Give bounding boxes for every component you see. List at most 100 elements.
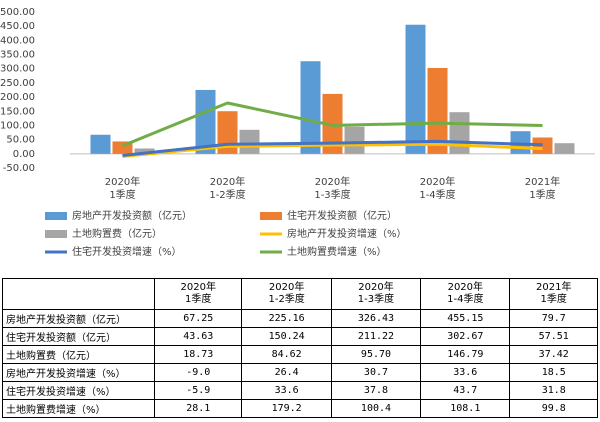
y-tick-label: 0.00 — [13, 149, 35, 160]
column-header-line: 1-4季度 — [447, 294, 484, 305]
table-cell: 95.70 — [330, 345, 422, 364]
column-header-line: 1-3季度 — [357, 294, 395, 305]
row-label: 土地购置费增速（%） — [2, 399, 155, 418]
table-cell: 57.51 — [509, 327, 598, 346]
table-cell: 99.8 — [509, 399, 598, 418]
x-tick-label: 2020年 — [105, 175, 140, 188]
table-cell: 37.8 — [330, 381, 422, 400]
column-header: 2020年 1-3季度 — [330, 278, 422, 310]
table-cell: 79.7 — [509, 309, 598, 328]
table-header: 2020年 1季度 2020年 1-2季度 2020年 1-3季度 2020年 1-4季度 20… — [2, 278, 598, 310]
table-cell: -5.9 — [153, 381, 243, 400]
legend-label: 土地购置费增速（%） — [287, 245, 387, 258]
column-header-line: 1季度 — [540, 294, 567, 305]
table-cell: 28.1 — [153, 399, 243, 418]
bar — [134, 148, 155, 154]
table-cell: 225.16 — [241, 309, 332, 328]
table-cell: 30.7 — [330, 363, 422, 382]
column-header-line: 2021年 — [536, 282, 572, 293]
legend-label: 房地产开发投资额（亿元） — [72, 209, 192, 222]
bar — [449, 112, 470, 154]
column-header: 2021年 1季度 — [509, 278, 598, 310]
bar — [239, 129, 260, 154]
line — [122, 142, 543, 158]
x-tick-label: 2020年 — [210, 175, 245, 188]
column-header: 2020年 1-2季度 — [241, 278, 332, 310]
table-cell: 18.5 — [509, 363, 598, 382]
table-cell: 26.4 — [241, 363, 332, 382]
table-cell: 18.73 — [153, 345, 243, 364]
table-cell: 146.79 — [420, 345, 511, 364]
legend-swatch — [45, 230, 67, 238]
table-cell: 84.62 — [241, 345, 332, 364]
column-header-line: 2020年 — [358, 282, 394, 293]
x-tick-label: 1季度 — [529, 188, 555, 201]
y-tick-label: 400.00 — [0, 35, 35, 46]
legend-swatch — [260, 212, 282, 220]
bar — [405, 24, 426, 154]
table-row: 住宅开发投资增速（%） -5.9 33.6 37.8 43.7 31.8 — [2, 381, 598, 400]
table-cell: 31.8 — [509, 381, 598, 400]
y-tick-label: 50.00 — [6, 135, 35, 146]
table-cell: 37.42 — [509, 345, 598, 364]
line — [121, 101, 543, 148]
table-row: 土地购置费增速（%） 28.1 179.2 100.4 108.1 99.8 — [2, 399, 598, 418]
table-cell: 455.15 — [420, 309, 511, 328]
legend-label: 住宅开发投资额（亿元） — [287, 209, 397, 222]
column-header-line: 1季度 — [185, 294, 212, 305]
y-tick-label: 450.00 — [0, 21, 35, 32]
table-cell: 150.24 — [241, 327, 332, 346]
table-row: 房地产开发投资额（亿元） 67.25 225.16 326.43 455.15 79.7 — [2, 309, 598, 328]
table-cell: 179.2 — [241, 399, 332, 418]
bar — [300, 61, 321, 154]
column-header-line: 1-2季度 — [268, 294, 305, 305]
y-tick-label: -50.00 — [3, 163, 35, 174]
table-cell: 33.6 — [420, 363, 511, 382]
x-tick-label: 1-3季度 — [314, 188, 350, 201]
bar — [344, 126, 365, 154]
y-tick-label: 250.00 — [0, 78, 35, 89]
table-cell: 43.63 — [153, 327, 243, 346]
corner-cell — [2, 278, 155, 310]
column-header-line: 2020年 — [447, 282, 484, 293]
y-tick-label: 300.00 — [0, 64, 35, 75]
legend-label: 住宅开发投资增速（%） — [72, 245, 182, 258]
table-cell: 33.6 — [241, 381, 332, 400]
x-tick-label: 2021年 — [525, 175, 560, 188]
table-cell: 211.22 — [330, 327, 422, 346]
y-tick-label: 500.00 — [0, 7, 35, 18]
chart: -50.00 0.00 50.00 100.00 150.00 200.00 250.00 3… — [0, 7, 595, 258]
row-label: 土地购置费（亿元） — [2, 345, 155, 364]
column-header: 2020年 1季度 — [153, 278, 243, 310]
y-tick-label: 200.00 — [0, 92, 35, 103]
x-tick-label: 1-4季度 — [419, 188, 455, 201]
x-tick-label: 1-2季度 — [209, 188, 245, 201]
column-header-line: 2020年 — [180, 282, 216, 293]
column-header: 2020年 1-4季度 — [420, 278, 511, 310]
table-cell: 100.4 — [330, 399, 422, 418]
bar — [554, 143, 575, 154]
bar — [427, 67, 448, 154]
table-cell: 326.43 — [330, 309, 422, 328]
table-cell: 108.1 — [420, 399, 511, 418]
y-tick-label: 150.00 — [0, 106, 35, 117]
legend-label: 房地产开发投资增速（%） — [287, 227, 407, 240]
x-tick-label: 1季度 — [109, 188, 135, 201]
table-cell: -9.0 — [153, 363, 243, 382]
table-cell: 67.25 — [153, 309, 243, 328]
y-tick-label: 350.00 — [0, 50, 35, 61]
legend-label: 土地购置费（亿元） — [72, 227, 162, 240]
x-tick-label: 2020年 — [315, 175, 350, 188]
table-row: 住宅开发投资额（亿元） 43.63 150.24 211.22 302.67 57.51 — [2, 327, 598, 346]
x-tick-label: 2020年 — [420, 175, 455, 188]
table-cell: 43.7 — [420, 381, 511, 400]
column-header-line: 2020年 — [268, 282, 305, 293]
bar — [195, 89, 216, 154]
row-label: 房地产开发投资增速（%） — [2, 363, 155, 382]
row-label: 房地产开发投资额（亿元） — [2, 309, 155, 328]
bar — [90, 134, 111, 154]
row-label: 住宅开发投资额（亿元） — [2, 327, 155, 346]
table-row: 房地产开发投资增速（%） -9.0 26.4 30.7 33.6 18.5 — [2, 363, 598, 382]
legend-swatch — [45, 212, 67, 220]
